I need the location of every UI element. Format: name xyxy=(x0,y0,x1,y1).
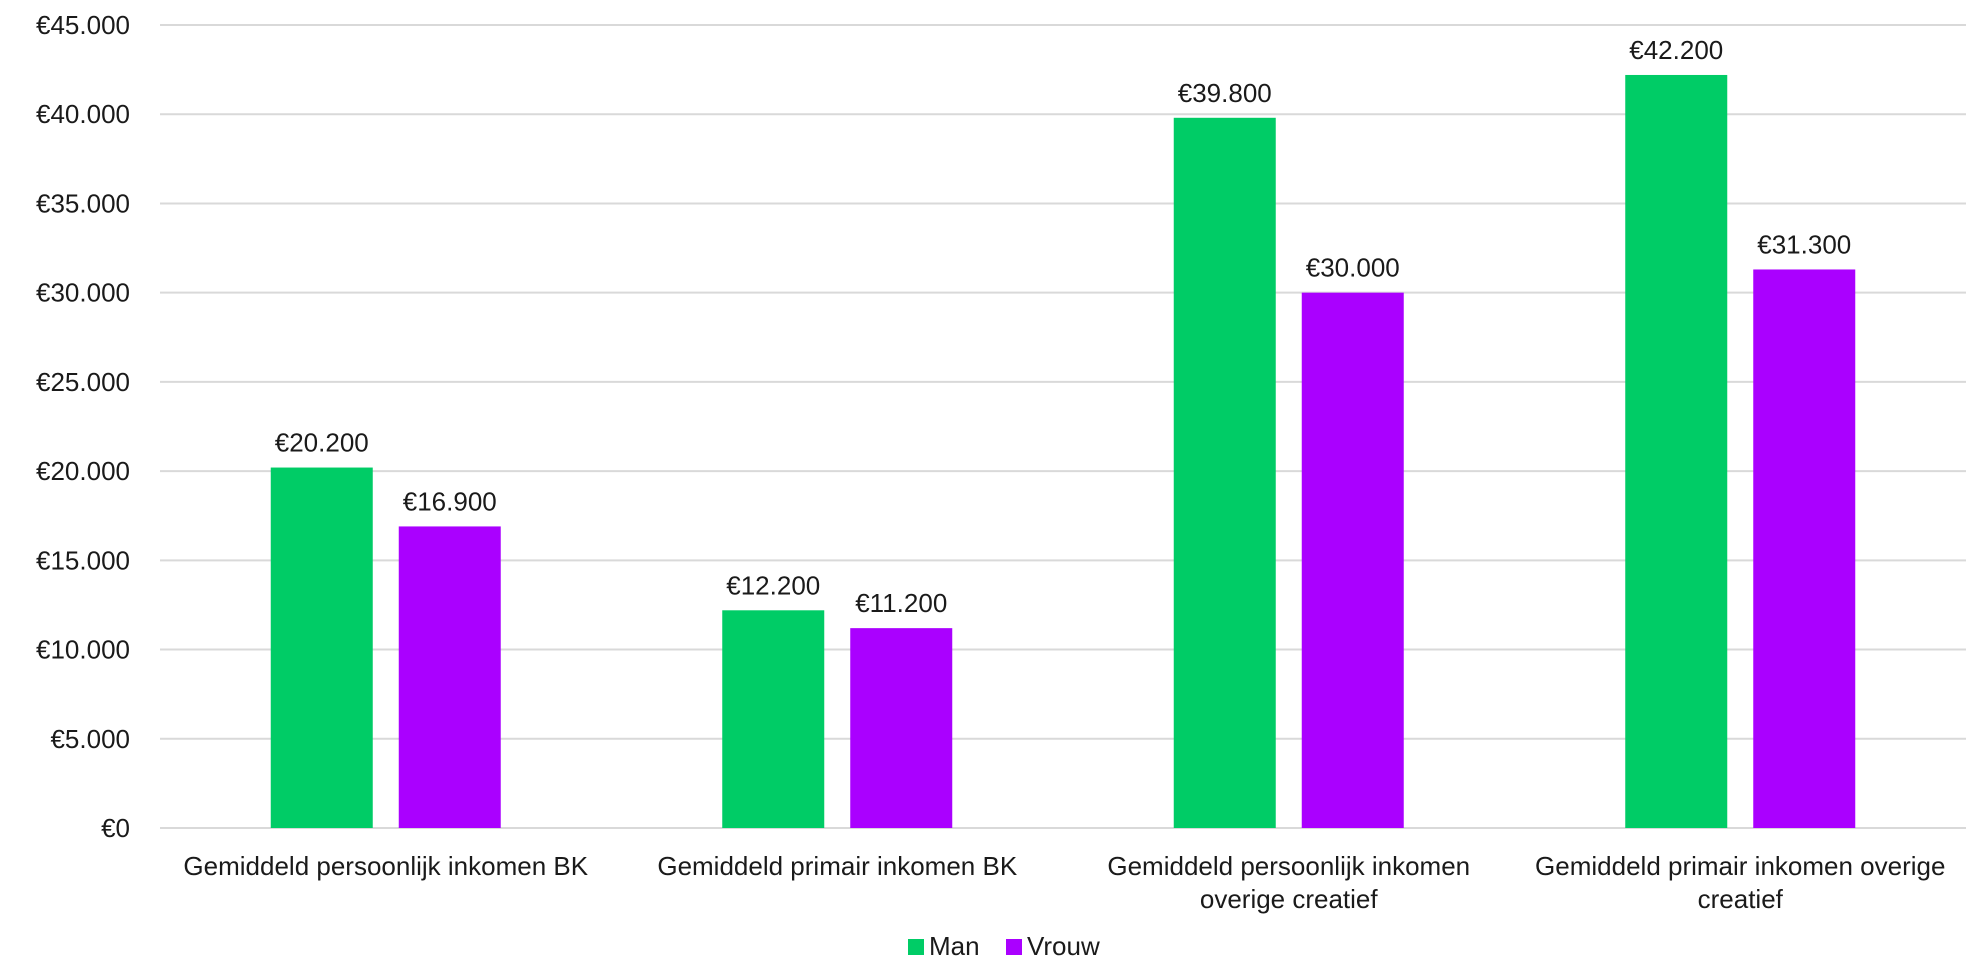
bar-vrouw-2[interactable] xyxy=(1301,292,1404,829)
bar-vrouw-3[interactable] xyxy=(1753,269,1856,829)
bar-man-1[interactable] xyxy=(722,610,825,828)
legend-swatch xyxy=(908,939,924,955)
data-label: €12.200 xyxy=(726,570,820,600)
y-tick-label: €5.000 xyxy=(50,724,130,754)
category-label: Gemiddeld primair inkomen overige xyxy=(1535,851,1945,881)
y-tick-label: €45.000 xyxy=(36,10,130,40)
bar-man-0[interactable] xyxy=(270,467,373,828)
category-label: Gemiddeld primair inkomen BK xyxy=(657,851,1017,881)
y-tick-label: €20.000 xyxy=(36,456,130,486)
y-tick-label: €40.000 xyxy=(36,99,130,129)
data-label: €39.800 xyxy=(1178,78,1272,108)
bar-man-3[interactable] xyxy=(1625,74,1728,828)
data-label: €42.200 xyxy=(1629,35,1723,65)
legend[interactable]: Man Vrouw xyxy=(908,931,1100,961)
y-tick-label: €15.000 xyxy=(36,545,130,575)
category-label: overige creatief xyxy=(1200,884,1379,914)
legend-label: Vrouw xyxy=(1027,931,1100,961)
y-tick-label: €25.000 xyxy=(36,367,130,397)
category-label: Gemiddeld persoonlijk inkomen BK xyxy=(183,851,588,881)
data-label: €30.000 xyxy=(1306,253,1400,283)
data-label: €31.300 xyxy=(1757,229,1851,259)
y-tick-label: €30.000 xyxy=(36,278,130,308)
y-tick-label: €0 xyxy=(101,813,130,843)
bar-man-2[interactable] xyxy=(1173,117,1276,828)
legend-swatch xyxy=(1006,939,1022,955)
legend-item-vrouw[interactable]: Vrouw xyxy=(1006,931,1100,961)
data-label: €11.200 xyxy=(855,588,947,618)
bar-vrouw-0[interactable] xyxy=(398,526,501,828)
y-axis-tick-labels: €0 €5.000 €10.000 €15.000 €20.000 €25.000 €30.… xyxy=(36,10,130,843)
category-label: Gemiddeld persoonlijk inkomen xyxy=(1107,851,1470,881)
legend-item-man[interactable]: Man xyxy=(908,931,980,961)
y-tick-label: €10.000 xyxy=(36,635,130,665)
x-axis-category-labels: Gemiddeld persoonlijk inkomen BK Gemiddel… xyxy=(183,851,1945,914)
bars xyxy=(270,74,1856,829)
legend-label: Man xyxy=(929,931,980,961)
data-labels: €20.200 €16.900 €12.200 €11.200 €39.800 €30.0… xyxy=(275,35,1851,618)
bar-vrouw-1[interactable] xyxy=(850,628,953,828)
category-label: creatief xyxy=(1698,884,1784,914)
y-tick-label: €35.000 xyxy=(36,188,130,218)
data-label: €16.900 xyxy=(403,486,497,516)
data-label: €20.200 xyxy=(275,428,369,458)
